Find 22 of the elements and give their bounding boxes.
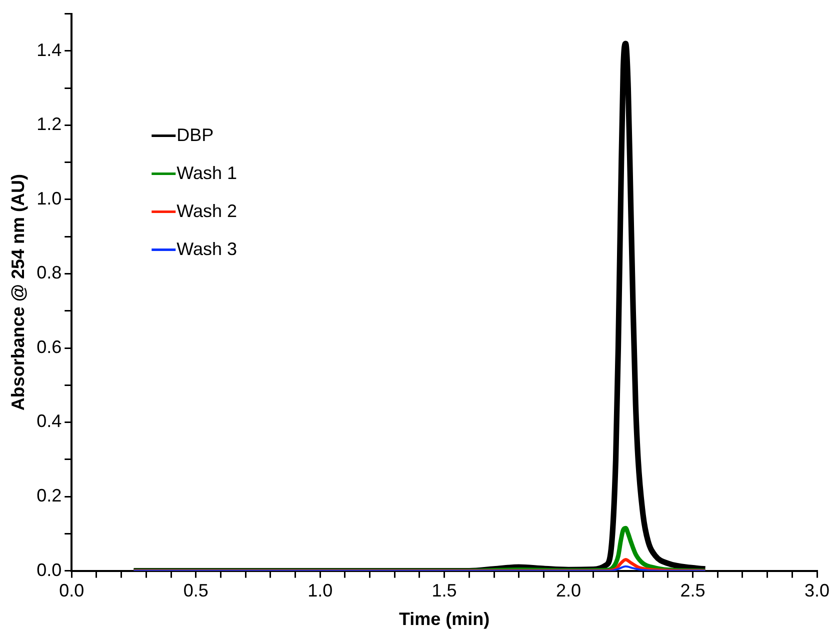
legend-label: Wash 3 — [176, 238, 237, 259]
y-axis-title: Absorbance @ 254 nm (AU) — [8, 174, 28, 411]
x-tick-label: 2.5 — [680, 580, 706, 601]
x-tick-label: 1.0 — [308, 580, 333, 601]
x-axis-title: Time (min) — [398, 609, 490, 630]
y-tick-label: 0.2 — [36, 486, 62, 506]
y-tick-label: 1.2 — [36, 114, 62, 134]
x-tick-label: 1.5 — [432, 580, 457, 601]
legend-label: DBP — [176, 124, 214, 145]
legend-label: Wash 2 — [176, 200, 237, 221]
y-tick-label: 0.4 — [36, 411, 62, 432]
x-tick-label: 2.0 — [556, 580, 582, 601]
x-tick-label: 0.0 — [59, 580, 84, 601]
y-tick-label: 0.6 — [36, 336, 62, 357]
x-tick-label: 3.0 — [804, 580, 830, 601]
y-tick-label: 0.0 — [36, 560, 62, 580]
y-tick-label: 0.8 — [36, 262, 62, 283]
line-series — [132, 558, 707, 571]
y-tick-label: 1.4 — [36, 40, 62, 60]
x-tick-label: 0.5 — [183, 580, 208, 601]
y-tick-label: 1.0 — [36, 188, 62, 208]
legend-label: Wash 1 — [176, 162, 237, 183]
